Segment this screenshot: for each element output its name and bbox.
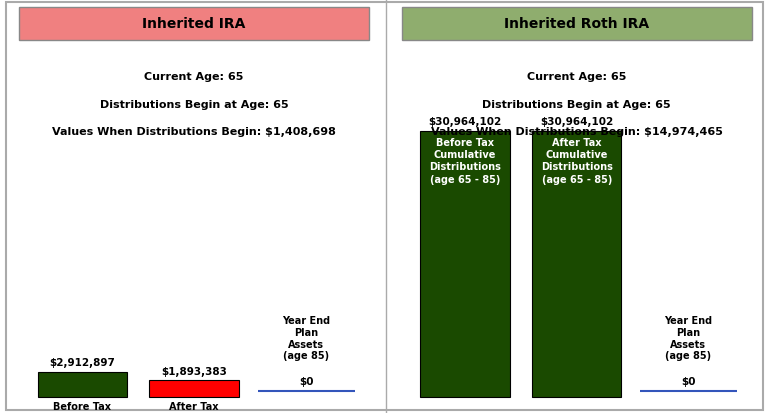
Text: Values When Distributions Begin: $1,408,698: Values When Distributions Begin: $1,408,… <box>52 127 336 137</box>
Text: $30,964,102: $30,964,102 <box>428 116 501 126</box>
Text: $0: $0 <box>681 376 696 386</box>
Text: Year End
Plan
Assets
(age 85): Year End Plan Assets (age 85) <box>664 316 712 360</box>
FancyBboxPatch shape <box>149 380 239 397</box>
Text: Before Tax
Cumulative
Distributions
(age 65 - 85): Before Tax Cumulative Distributions (age… <box>429 137 501 184</box>
Text: Distributions Begin at Age: 65: Distributions Begin at Age: 65 <box>100 100 288 109</box>
Text: Current Age: 65: Current Age: 65 <box>527 72 627 82</box>
Text: Inherited IRA: Inherited IRA <box>142 17 246 31</box>
Text: $0: $0 <box>299 376 313 386</box>
Text: After Tax
Cumulative
Distributions
(age 65 - 85): After Tax Cumulative Distributions (age … <box>158 401 230 413</box>
Text: Values When Distributions Begin: $14,974,465: Values When Distributions Begin: $14,974… <box>431 127 723 137</box>
Text: Before Tax
Cumulative
Distributions
(age 65 - 85): Before Tax Cumulative Distributions (age… <box>46 401 118 413</box>
Text: Year End
Plan
Assets
(age 85): Year End Plan Assets (age 85) <box>282 316 330 360</box>
Text: Inherited Roth IRA: Inherited Roth IRA <box>504 17 649 31</box>
Text: $2,912,897: $2,912,897 <box>49 357 115 367</box>
Text: Distributions Begin at Age: 65: Distributions Begin at Age: 65 <box>482 100 671 109</box>
FancyBboxPatch shape <box>19 8 369 40</box>
FancyBboxPatch shape <box>38 372 127 397</box>
Text: After Tax
Cumulative
Distributions
(age 65 - 85): After Tax Cumulative Distributions (age … <box>541 137 613 184</box>
Text: $30,964,102: $30,964,102 <box>540 116 614 126</box>
FancyBboxPatch shape <box>532 131 621 397</box>
Text: $1,893,383: $1,893,383 <box>161 366 227 376</box>
Text: Current Age: 65: Current Age: 65 <box>145 72 244 82</box>
FancyBboxPatch shape <box>421 131 510 397</box>
FancyBboxPatch shape <box>402 8 751 40</box>
